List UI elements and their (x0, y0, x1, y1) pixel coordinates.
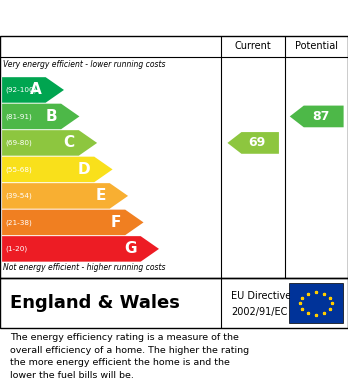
Text: F: F (111, 215, 121, 230)
Bar (289, 283, 343, 323)
Text: EU Directive: EU Directive (231, 291, 292, 301)
Text: (39-54): (39-54) (6, 193, 32, 199)
Polygon shape (2, 104, 79, 129)
Text: (55-68): (55-68) (6, 166, 32, 173)
Text: Not energy efficient - higher running costs: Not energy efficient - higher running co… (3, 263, 166, 272)
Text: Energy Efficiency Rating: Energy Efficiency Rating (10, 11, 206, 25)
Polygon shape (290, 106, 343, 127)
Text: 2002/91/EC: 2002/91/EC (231, 307, 288, 317)
Polygon shape (2, 210, 143, 235)
Polygon shape (2, 157, 113, 182)
Text: B: B (45, 109, 57, 124)
Text: A: A (30, 83, 41, 97)
Text: (92-100): (92-100) (6, 87, 37, 93)
Text: Current: Current (235, 41, 271, 51)
Polygon shape (228, 132, 279, 154)
Polygon shape (2, 77, 64, 103)
Polygon shape (2, 130, 97, 156)
Text: (1-20): (1-20) (6, 246, 28, 252)
Text: (81-91): (81-91) (6, 113, 32, 120)
Text: G: G (124, 241, 136, 256)
Text: (21-38): (21-38) (6, 219, 32, 226)
Text: Very energy efficient - lower running costs: Very energy efficient - lower running co… (3, 60, 166, 69)
Text: The energy efficiency rating is a measure of the
overall efficiency of a home. T: The energy efficiency rating is a measur… (10, 334, 250, 380)
Text: Potential: Potential (295, 41, 338, 51)
Text: (69-80): (69-80) (6, 140, 32, 146)
Text: D: D (78, 162, 90, 177)
Text: 87: 87 (312, 110, 330, 123)
Text: England & Wales: England & Wales (10, 294, 180, 312)
Text: 69: 69 (248, 136, 266, 149)
Text: C: C (63, 135, 74, 151)
Text: E: E (95, 188, 105, 203)
Polygon shape (2, 236, 159, 262)
Polygon shape (2, 183, 128, 209)
